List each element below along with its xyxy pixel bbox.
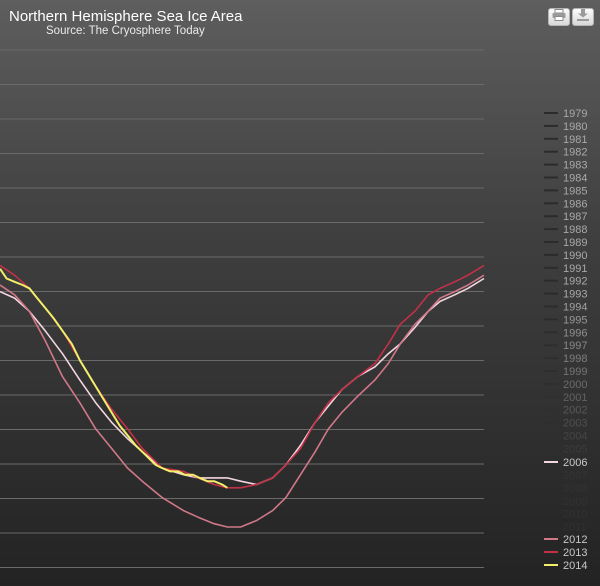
- legend-item-1995[interactable]: 1995: [544, 314, 587, 326]
- legend-item-1988[interactable]: 1988: [544, 224, 587, 236]
- legend-label: 1987: [563, 211, 587, 223]
- legend-item-1997[interactable]: 1997: [544, 340, 587, 352]
- legend-label: 1983: [563, 160, 587, 172]
- legend-item-2014[interactable]: 2014: [544, 560, 587, 572]
- legend-label: 2014: [563, 560, 587, 572]
- legend-item-2012[interactable]: 2012: [544, 534, 587, 546]
- legend-item-2004[interactable]: 2004: [544, 431, 587, 443]
- legend-label: 1985: [563, 185, 587, 197]
- legend-label: 1986: [563, 198, 587, 210]
- legend-item-1982[interactable]: 1982: [544, 147, 587, 159]
- series-line-2012: [0, 274, 485, 528]
- legend-label: 2013: [563, 547, 587, 559]
- legend-item-1986[interactable]: 1986: [544, 198, 587, 210]
- legend-label: 1992: [563, 276, 587, 288]
- chart-subtitle: Source: The Cryosphere Today: [46, 25, 205, 37]
- legend-item-2008[interactable]: 2008: [544, 483, 587, 495]
- legend-item-1984[interactable]: 1984: [544, 173, 587, 185]
- series-line-2013: [0, 264, 485, 489]
- legend-label: 2004: [563, 431, 587, 443]
- legend-label: 2009: [563, 496, 587, 508]
- legend-label: 2001: [563, 392, 587, 404]
- legend-label: 1979: [563, 108, 587, 120]
- legend-label: 2000: [563, 379, 587, 391]
- legend-label: 1980: [563, 121, 587, 133]
- legend-label: 1982: [563, 147, 587, 159]
- export-button[interactable]: [572, 8, 594, 26]
- legend-item-1994[interactable]: 1994: [544, 302, 587, 314]
- legend-label: 1999: [563, 366, 587, 378]
- legend-item-2005[interactable]: 2005: [544, 443, 587, 455]
- chart-title: Northern Hemisphere Sea Ice Area: [9, 8, 243, 25]
- legend: 1979198019811982198319841985198619871988…: [544, 108, 587, 572]
- legend-item-1983[interactable]: 1983: [544, 160, 587, 172]
- legend-label: 1998: [563, 353, 587, 365]
- legend-label: 1988: [563, 224, 587, 236]
- legend-label: 2002: [563, 405, 587, 417]
- legend-item-2011[interactable]: 2011: [544, 522, 587, 534]
- printer-icon: [552, 8, 566, 26]
- legend-label: 1995: [563, 314, 587, 326]
- legend-label: 1990: [563, 250, 587, 262]
- legend-label: 2011: [563, 522, 587, 534]
- legend-label: 2005: [563, 443, 587, 455]
- legend-item-1979[interactable]: 1979: [544, 108, 587, 120]
- legend-label: 2010: [563, 509, 587, 521]
- legend-item-1987[interactable]: 1987: [544, 211, 587, 223]
- series-line-2014: [0, 268, 228, 489]
- legend-label: 1991: [563, 263, 587, 275]
- legend-label: 1981: [563, 134, 587, 146]
- legend-label: 1984: [563, 173, 587, 185]
- legend-label: 1994: [563, 302, 587, 314]
- legend-item-1996[interactable]: 1996: [544, 327, 587, 339]
- legend-item-1985[interactable]: 1985: [544, 185, 587, 197]
- legend-item-2002[interactable]: 2002: [544, 405, 587, 417]
- grid-lines: [0, 49, 484, 568]
- legend-item-2013[interactable]: 2013: [544, 547, 587, 559]
- legend-item-1981[interactable]: 1981: [544, 134, 587, 146]
- legend-item-1999[interactable]: 1999: [544, 366, 587, 378]
- legend-label: 2006: [563, 457, 587, 469]
- legend-item-1991[interactable]: 1991: [544, 263, 587, 275]
- legend-item-1993[interactable]: 1993: [544, 289, 587, 301]
- legend-label: 2003: [563, 418, 587, 430]
- legend-item-1992[interactable]: 1992: [544, 276, 587, 288]
- series-line-2006: [0, 277, 485, 486]
- print-button[interactable]: [548, 8, 570, 26]
- legend-item-1998[interactable]: 1998: [544, 353, 587, 365]
- legend-label: 1997: [563, 340, 587, 352]
- legend-item-2000[interactable]: 2000: [544, 379, 587, 391]
- legend-item-2003[interactable]: 2003: [544, 418, 587, 430]
- legend-item-2009[interactable]: 2009: [544, 496, 587, 508]
- series-lines: [0, 264, 485, 528]
- legend-label: 2012: [563, 534, 587, 546]
- legend-item-2010[interactable]: 2010: [544, 509, 587, 521]
- legend-label: 1989: [563, 237, 587, 249]
- legend-item-1980[interactable]: 1980: [544, 121, 587, 133]
- legend-item-2007[interactable]: 2007: [544, 470, 587, 482]
- legend-item-1989[interactable]: 1989: [544, 237, 587, 249]
- download-icon: [576, 8, 590, 26]
- legend-label: 1996: [563, 327, 587, 339]
- legend-label: 2007: [563, 470, 587, 482]
- legend-label: 1993: [563, 289, 587, 301]
- legend-item-1990[interactable]: 1990: [544, 250, 587, 262]
- legend-item-2001[interactable]: 2001: [544, 392, 587, 404]
- legend-label: 2008: [563, 483, 587, 495]
- legend-item-2006[interactable]: 2006: [544, 457, 587, 469]
